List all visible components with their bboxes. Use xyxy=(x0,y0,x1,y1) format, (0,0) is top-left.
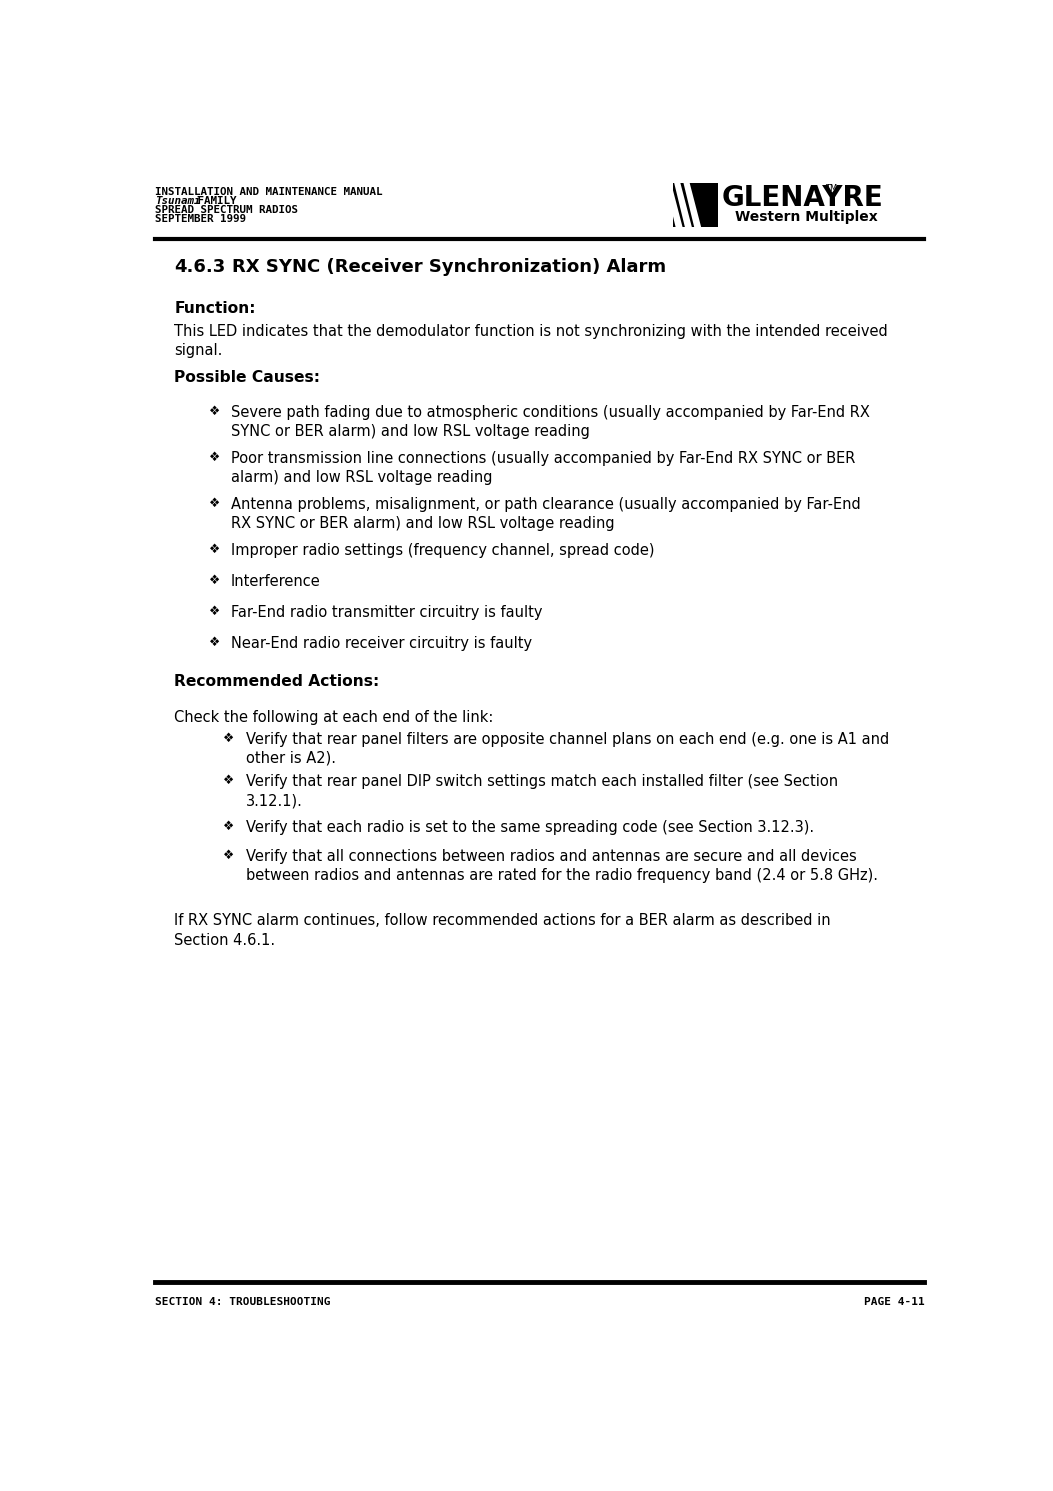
Text: PAGE 4-11: PAGE 4-11 xyxy=(863,1297,925,1308)
Text: Verify that all connections between radios and antennas are secure and all devic: Verify that all connections between radi… xyxy=(246,848,878,883)
Text: ❖: ❖ xyxy=(210,497,220,510)
Text: ❖: ❖ xyxy=(223,848,235,862)
Text: ❖: ❖ xyxy=(210,574,220,587)
Text: INSTALLATION AND MAINTENANCE MANUAL: INSTALLATION AND MAINTENANCE MANUAL xyxy=(155,186,382,197)
Bar xyxy=(673,183,717,228)
Text: ❖: ❖ xyxy=(223,774,235,787)
Text: Tsunami: Tsunami xyxy=(155,195,200,206)
Text: GLENAYRE: GLENAYRE xyxy=(721,185,883,212)
Polygon shape xyxy=(683,183,701,228)
Text: SECTION 4: TROUBLESHOOTING: SECTION 4: TROUBLESHOOTING xyxy=(155,1297,331,1308)
Text: Verify that rear panel DIP switch settings match each installed filter (see Sect: Verify that rear panel DIP switch settin… xyxy=(246,774,838,808)
Text: Western Multiplex: Western Multiplex xyxy=(735,210,877,225)
Text: 4.6.3: 4.6.3 xyxy=(174,258,225,276)
Text: Improper radio settings (frequency channel, spread code): Improper radio settings (frequency chann… xyxy=(231,543,654,558)
Text: ❖: ❖ xyxy=(210,450,220,464)
Text: Check the following at each end of the link:: Check the following at each end of the l… xyxy=(174,710,494,725)
Text: ❖: ❖ xyxy=(210,635,220,649)
Text: Near-End radio receiver circuitry is faulty: Near-End radio receiver circuitry is fau… xyxy=(231,635,532,650)
Text: ❖: ❖ xyxy=(210,543,220,556)
Text: Antenna problems, misalignment, or path clearance (usually accompanied by Far-En: Antenna problems, misalignment, or path … xyxy=(231,497,860,531)
Text: This LED indicates that the demodulator function is not synchronizing with the i: This LED indicates that the demodulator … xyxy=(174,324,888,358)
Text: Poor transmission line connections (usually accompanied by Far-End RX SYNC or BE: Poor transmission line connections (usua… xyxy=(231,450,855,485)
Text: ❖: ❖ xyxy=(210,605,220,617)
Text: Far-End radio transmitter circuitry is faulty: Far-End radio transmitter circuitry is f… xyxy=(231,605,542,620)
Text: RX SYNC (Receiver Synchronization) Alarm: RX SYNC (Receiver Synchronization) Alarm xyxy=(233,258,667,276)
Polygon shape xyxy=(674,183,692,228)
Text: Verify that each radio is set to the same spreading code (see Section 3.12.3).: Verify that each radio is set to the sam… xyxy=(246,820,814,835)
Text: ❖: ❖ xyxy=(223,820,235,833)
Text: Possible Causes:: Possible Causes: xyxy=(174,370,320,385)
Text: SEPTEMBER 1999: SEPTEMBER 1999 xyxy=(155,215,245,224)
Text: FAMILY: FAMILY xyxy=(191,195,236,206)
Text: Severe path fading due to atmospheric conditions (usually accompanied by Far-End: Severe path fading due to atmospheric co… xyxy=(231,404,870,438)
Text: If RX SYNC alarm continues, follow recommended actions for a BER alarm as descri: If RX SYNC alarm continues, follow recom… xyxy=(174,912,831,947)
Text: SPREAD SPECTRUM RADIOS: SPREAD SPECTRUM RADIOS xyxy=(155,206,298,215)
Text: Function:: Function: xyxy=(174,301,256,316)
Polygon shape xyxy=(664,183,682,228)
Text: Interference: Interference xyxy=(231,574,320,589)
Text: Recommended Actions:: Recommended Actions: xyxy=(174,674,379,689)
Text: ❖: ❖ xyxy=(223,732,235,746)
Text: ❖: ❖ xyxy=(210,404,220,417)
Text: Verify that rear panel filters are opposite channel plans on each end (e.g. one : Verify that rear panel filters are oppos… xyxy=(246,732,890,766)
Text: TM: TM xyxy=(826,185,837,194)
